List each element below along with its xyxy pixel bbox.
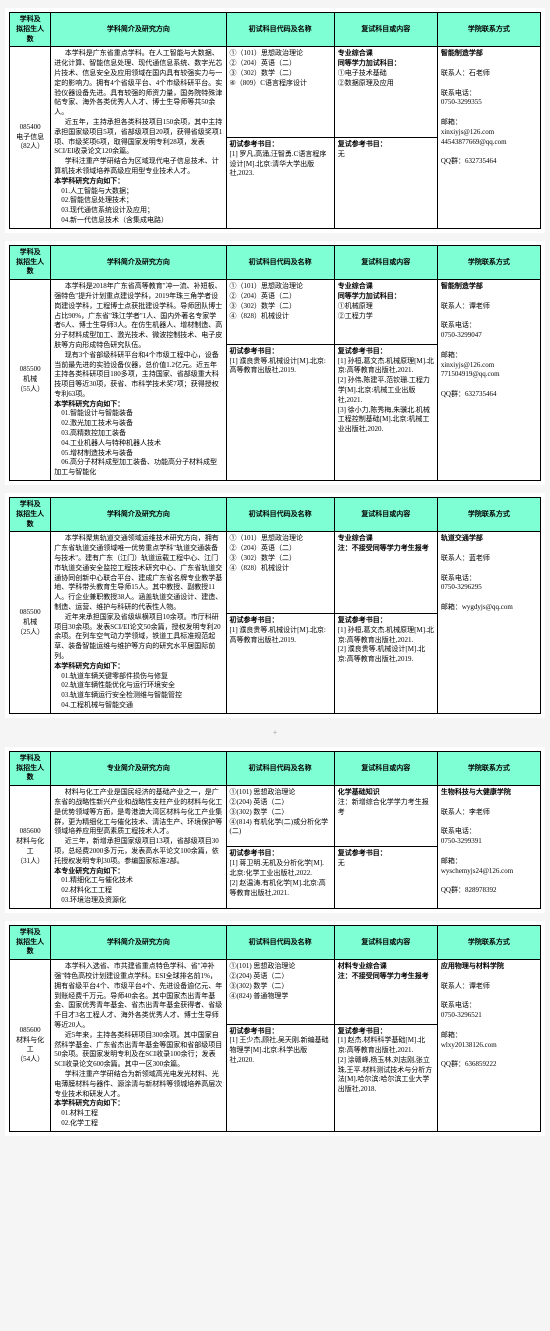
init-refs: 初试参考书目：[1] 濮良贵等.机械设计[M].北京:高等教育出版社,2019. [226,614,334,714]
section-page: 学科及拟招生人数专业简介及研究方向初试科目代码及名称复试科目或内容学院联系方式 0… [5,747,545,913]
header-col4: 复试科目或内容 [334,13,437,47]
contact: 智能制造学部 联系人：石老师 联系电话：0750-3299355 邮箱：xinx… [437,47,540,228]
program-table: 学科及拟招生人数学科简介及研究方向初试科目代码及名称复试科目或内容学院联系方式 0… [9,497,541,714]
header-col3: 初试科目代码及名称 [226,13,334,47]
init-exams: ①（101）思想政治理论②（204）英语（二）③（302）数学（二）④（828）… [226,280,334,345]
contact: 应用物理与材料学院 联系人：谭老师 联系电话：0750-3296521 邮箱：w… [437,960,540,1132]
header-col5: 学院联系方式 [437,245,540,279]
program-id: 085500机械（25人） [10,532,51,713]
program-intro: 本学科是广东省重点学科。在人工智能与大数据、进化计算、智能信息处理、现代通信息系… [51,47,226,228]
header-col2: 学科简介及研究方向 [51,13,226,47]
header-col3: 初试科目代码及名称 [226,498,334,532]
program-id: 085400电子信息（82人） [10,47,51,228]
init-refs: 初试参考书目：[1] 蒋卫明.无机及分析化学[M].北京:化学工业出版社,202… [226,847,334,908]
header-col5: 学院联系方式 [437,925,540,959]
header-col1: 学科及拟招生人数 [10,751,51,785]
header-col3: 初试科目代码及名称 [226,245,334,279]
header-col3: 初试科目代码及名称 [226,925,334,959]
contact: 智能制造学部 联系人：谭老师 联系电话：0750-3299047 邮箱：xinx… [437,280,540,481]
fushi-top: 专业综合课注：不接受同等学力考生报考 [334,532,437,614]
header-col1: 学科及拟招生人数 [10,245,51,279]
program-table: 学科及拟招生人数学科简介及研究方向初试科目代码及名称复试科目或内容学院联系方式 0… [9,925,541,1132]
header-col2: 专业简介及研究方向 [51,751,226,785]
header-col1: 学科及拟招生人数 [10,498,51,532]
header-col2: 学科简介及研究方向 [51,925,226,959]
header-col5: 学院联系方式 [437,498,540,532]
section-page: 学科及拟招生人数学科简介及研究方向初试科目代码及名称复试科目或内容学院联系方式 0… [5,241,545,485]
header-col1: 学科及拟招生人数 [10,925,51,959]
contact: 生物科技与大健康学院 联系人：李老师 联系电话：0750-3299391 邮箱：… [437,786,540,909]
fushi-refs: 复试参考书目：[1] 赵杰.材料科学基础[M].北京:高等教育出版社,2021.… [334,1024,437,1131]
header-col5: 学院联系方式 [437,13,540,47]
program-id: 085500机械（55人） [10,280,51,481]
init-exams: ①（101）思想政治理论②（204）英语（二）③（302）数学（二）④（828）… [226,532,334,614]
section-page: 学科及拟招生人数学科简介及研究方向初试科目代码及名称复试科目或内容学院联系方式 0… [5,493,545,718]
contact: 轨道交通学部 联系人：蓝老师 联系电话：0750-3296295 邮箱：wygd… [437,532,540,713]
section-page: 学科及拟招生人数学科简介及研究方向初试科目代码及名称复试科目或内容学院联系方式 0… [5,8,545,233]
header-col4: 复试科目或内容 [334,925,437,959]
program-table: 学科及拟招生人数专业简介及研究方向初试科目代码及名称复试科目或内容学院联系方式 0… [9,751,541,909]
header-col4: 复试科目或内容 [334,245,437,279]
program-id: 085600材料与化工（31人） [10,786,51,909]
header-col2: 学科简介及研究方向 [51,245,226,279]
fushi-refs: 复试参考书目：无 [334,138,437,229]
program-intro: 本学科聚焦轨道交通领域运维技术研究方向，拥有广东省轨道交通领域唯一优势重点学科"… [51,532,226,713]
header-col4: 复试科目或内容 [334,751,437,785]
init-exams: ①（101）思想政治理论②（204）英语（二）③（302）数学（二）④（809）… [226,47,334,138]
init-exams: ①(101) 思想政治理论②(204) 英语（二）③(302) 数学（二）④(8… [226,786,334,847]
init-refs: 初试参考书目：[1] 王少杰,顾社,吴天刚.新编基础物理学[M].北京:科学出版… [226,1024,334,1131]
fushi-top: 专业综合课同等学力加试科目：①机械原理②工程力学 [334,280,437,345]
init-refs: 初试参考书目：[1] 罗凡,高涌,汪智勇.C语言程序设计[M].北京:清华大学出… [226,138,334,229]
fushi-top: 材料专业综合课注：不接受同等学力考生报考 [334,960,437,1024]
program-table: 学科及拟招生人数学科简介及研究方向初试科目代码及名称复试科目或内容学院联系方式 0… [9,12,541,229]
header-col4: 复试科目或内容 [334,498,437,532]
init-exams: ①(101) 思想政治理论②(204) 英语（二）③(302) 数学（二）④(8… [226,960,334,1024]
header-col3: 初试科目代码及名称 [226,751,334,785]
program-intro: 本学科是2018年广东省高等教育"冲一流、补短板、强特色"提升计划重点建设学科，… [51,280,226,481]
fushi-top: 化学基础知识注：新增综合化学学力考生报考 [334,786,437,847]
init-refs: 初试参考书目：[1] 濮良贵等.机械设计[M].北京:高等教育出版社,2019. [226,344,334,480]
program-intro: 本学科入选省、市共建省重点特色学科、省"冲补强"特色高校计划建设重点学科。ESI… [51,960,226,1132]
header-col1: 学科及拟招生人数 [10,13,51,47]
program-table: 学科及拟招生人数学科简介及研究方向初试科目代码及名称复试科目或内容学院联系方式 0… [9,245,541,481]
section-page: 学科及拟招生人数学科简介及研究方向初试科目代码及名称复试科目或内容学院联系方式 0… [5,921,545,1136]
fushi-top: 专业综合课同等学力加试科目：①电子技术基础②数据原理及应用 [334,47,437,138]
program-intro: 材料与化工产业是国民经济的基础产业之一，是广东省的战略性新兴产业和战略性支柱产业… [51,786,226,909]
fushi-refs: 复试参考书目：[1] 孙桓,葛文杰.机械原理[M].北京:高等教育出版社,202… [334,614,437,714]
fushi-refs: 复试参考书目：无 [334,847,437,908]
header-col5: 学院联系方式 [437,751,540,785]
program-id: 085600材料与化工（54人） [10,960,51,1132]
header-col2: 学科简介及研究方向 [51,498,226,532]
page-separator: + [0,726,550,739]
fushi-refs: 复试参考书目：[1] 孙桓,葛文杰.机械原理[M].北京:高等教育出版社,202… [334,344,437,480]
